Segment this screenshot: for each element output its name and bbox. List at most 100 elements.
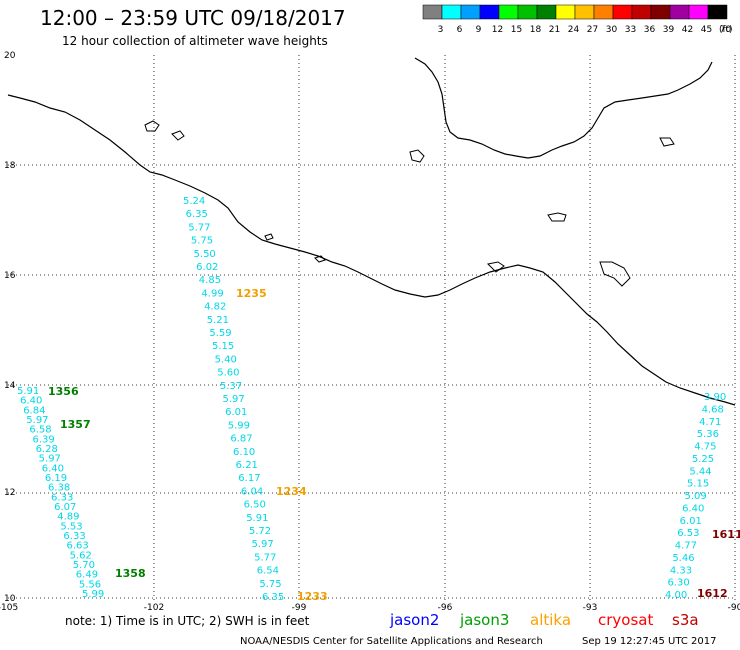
mission-jason2: jason2 [389, 611, 439, 629]
mission-legend: jason2 jason3 altika cryosat s3a [389, 611, 699, 629]
wave-height-value: 5.15 [212, 341, 234, 352]
wave-height-value: 6.35 [262, 592, 284, 603]
islands [144, 120, 675, 287]
wave-height-value: 6.04 [241, 486, 263, 497]
wave-height-value: 5.36 [697, 429, 719, 440]
wave-height-value: 6.33 [63, 531, 85, 542]
wave-height-value: 4.99 [201, 288, 223, 299]
wave-height-value: 5.37 [220, 381, 242, 392]
wave-height-value: 6.30 [667, 578, 689, 589]
wave-height-value: 6.40 [682, 503, 704, 514]
legend-swatch-9 [460, 4, 481, 20]
pass-time-1612: 1612 [697, 587, 728, 600]
wave-height-value: 6.84 [23, 405, 45, 416]
lat-label-18: 18 [4, 161, 16, 171]
lon-label--102: -102 [144, 603, 164, 613]
legend-swatch-21 [536, 4, 557, 20]
wave-height-value: 5.60 [217, 368, 239, 379]
latitude-labels: 20 18 16 14 12 10 [4, 51, 16, 604]
lat-label-10: 10 [4, 594, 16, 604]
wave-height-value: 6.28 [36, 444, 58, 455]
wave-height-value: 6.54 [257, 566, 279, 577]
lat-label-14: 14 [4, 381, 16, 391]
wave-height-value: 6.02 [196, 262, 218, 273]
coastline [7, 94, 736, 406]
legend-label-12: 12 [492, 25, 503, 35]
wave-height-value: 6.40 [42, 463, 64, 474]
legend-label-9: 9 [476, 25, 482, 35]
wave-height-value: 6.07 [54, 502, 76, 513]
chart-title: 12:00 – 23:59 UTC 09/18/2017 [40, 6, 346, 30]
wave-height-value: 6.49 [76, 570, 98, 581]
pass-time-1356: 1356 [48, 385, 79, 398]
wave-height-value: 4.75 [694, 442, 716, 453]
legend-swatch-3 [422, 4, 443, 20]
legend-label-36: 36 [644, 25, 656, 35]
wave-height-value: 4.89 [57, 512, 79, 523]
wave-height-value: 6.01 [680, 516, 702, 527]
wave-height-value: 6.17 [238, 473, 260, 484]
wave-height-value: 5.59 [209, 328, 231, 339]
legend-swatch-42 [669, 4, 690, 20]
wave-height-value: 5.72 [249, 526, 271, 537]
legend-swatch-6 [441, 4, 462, 20]
legend-swatch-39 [650, 4, 671, 20]
wave-height-value: 5.77 [188, 222, 210, 233]
mission-altika: altika [530, 611, 571, 629]
color-legend: 3 6 9 12 15 18 21 24 27 30 33 36 39 42 45 70(ft) [422, 4, 733, 35]
legend-label-33: 33 [625, 25, 636, 35]
wave-height-value: 4.00 [665, 590, 687, 601]
legend-swatch-12 [479, 4, 500, 20]
lon-label--96: -96 [438, 603, 453, 613]
lon-label--90: -90 [728, 603, 740, 613]
wave-height-value: 4.77 [675, 541, 697, 552]
wave-height-value: 5.21 [207, 315, 229, 326]
legend-label-45: 45 [701, 25, 712, 35]
wave-height-value: 5.24 [183, 196, 205, 207]
wave-height-value: 5.40 [215, 354, 237, 365]
wave-height-value: 6.38 [48, 483, 70, 494]
wave-height-value: 6.21 [236, 460, 258, 471]
wave-height-value: 6.01 [225, 407, 247, 418]
legend-label-30: 30 [606, 25, 618, 35]
wave-height-value: 5.09 [685, 491, 707, 502]
mission-cryosat: cryosat [598, 611, 653, 629]
legend-swatch-30 [593, 4, 614, 20]
wave-height-value: 4.68 [702, 404, 724, 415]
wave-height-value: 5.44 [689, 466, 711, 477]
lon-label--93: -93 [583, 603, 598, 613]
legend-label-6: 6 [457, 25, 463, 35]
wave-height-value: 5.75 [259, 579, 281, 590]
wave-height-tracks: 5.24 6.35 5.77 5.75 5.50 6.02 4.85 4.99 4.82 5.21… [17, 196, 726, 603]
wave-height-value: 5.25 [692, 454, 714, 465]
lon-label--105: -105 [0, 603, 18, 613]
lat-label-12: 12 [4, 488, 15, 498]
wave-height-value: 5.99 [82, 589, 104, 600]
legend-swatch-36 [631, 4, 652, 20]
wave-height-value: 4.71 [699, 417, 721, 428]
lat-label-16: 16 [4, 271, 16, 281]
wave-height-value: 6.39 [32, 434, 54, 445]
grid-lines [8, 55, 736, 600]
wave-height-value: 5.97 [251, 539, 273, 550]
legend-label-21: 21 [549, 25, 560, 35]
legend-swatch-27 [574, 4, 595, 20]
wave-height-value: 6.63 [67, 541, 89, 552]
wave-height-value: 5.99 [228, 420, 250, 431]
legend-swatch-18 [517, 4, 538, 20]
lon-label--99: -99 [292, 603, 307, 613]
wave-height-value: 6.19 [45, 473, 67, 484]
legend-swatch-33 [612, 4, 633, 20]
lat-label-20: 20 [4, 51, 16, 61]
wave-height-value: 6.53 [677, 528, 699, 539]
wave-height-value: 6.10 [233, 447, 255, 458]
legend-label-42: 42 [682, 25, 693, 35]
wave-height-value: 6.40 [20, 396, 42, 407]
mission-s3a: s3a [672, 611, 699, 629]
wave-height-value: 5.56 [79, 579, 101, 590]
wave-height-value: 5.97 [39, 454, 61, 465]
wave-height-value: 5.50 [194, 249, 216, 260]
wave-height-value: 6.50 [244, 500, 266, 511]
wave-height-value: 5.77 [254, 552, 276, 563]
footer-agency: NOAA/NESDIS Center for Satellite Applica… [240, 636, 543, 647]
